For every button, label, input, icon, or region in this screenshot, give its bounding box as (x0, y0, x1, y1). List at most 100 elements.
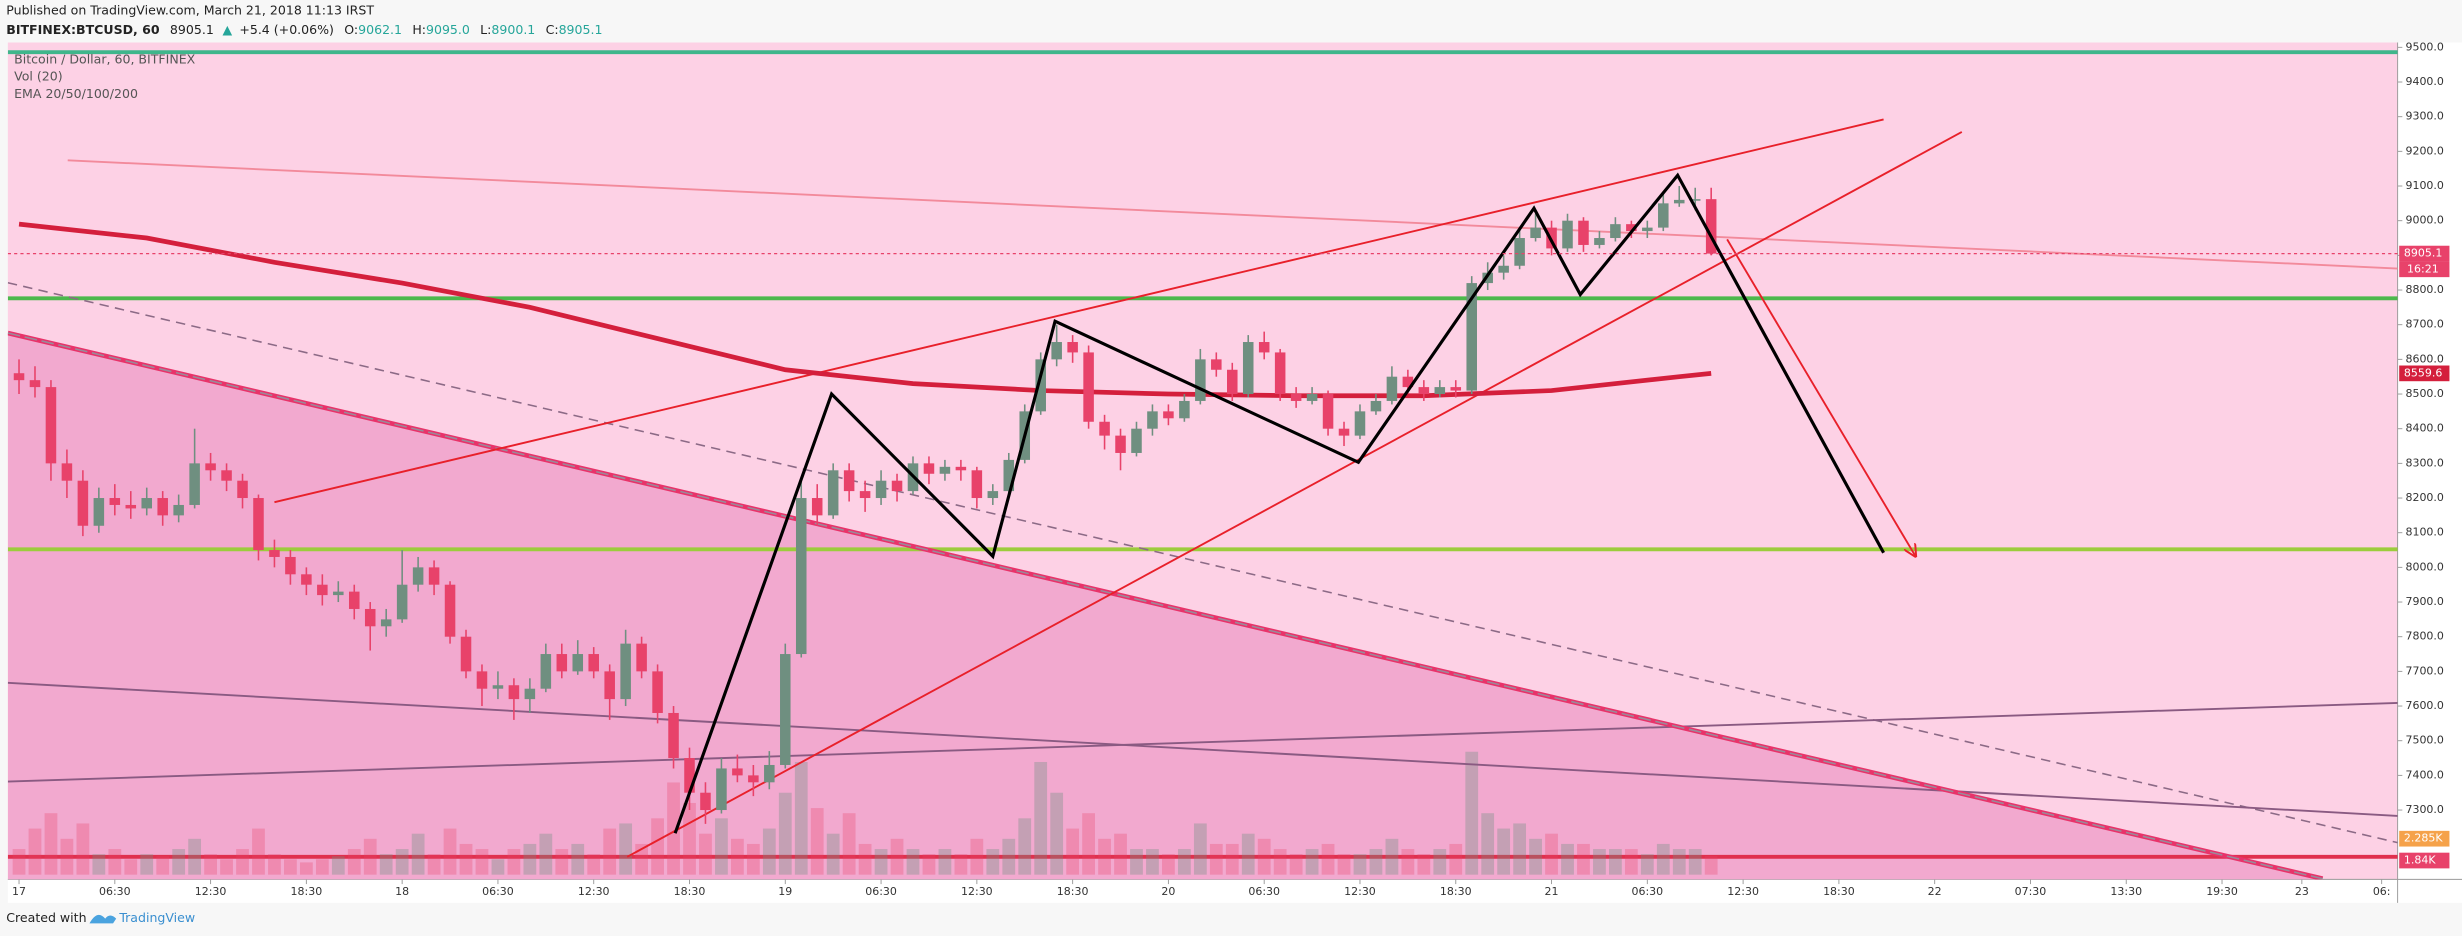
volume-bar (1146, 849, 1159, 875)
arrow-trend-line (1726, 238, 1915, 556)
volume-bar (299, 862, 313, 875)
y-tick-label: 7400.0 (2405, 768, 2443, 781)
y-tick-label: 8300.0 (2405, 456, 2443, 469)
candle-body (1498, 265, 1509, 273)
candle-body (45, 387, 57, 464)
y-tick-label: 7500.0 (2405, 734, 2443, 747)
candle-body (1195, 359, 1206, 401)
candle-body (843, 470, 855, 492)
candle-body (572, 654, 584, 672)
x-tick-label: 06:30 (1248, 885, 1280, 898)
tradingview-logo (89, 914, 117, 924)
published-text: Published on TradingView.com, March 21, … (6, 3, 374, 18)
candle-body (1386, 376, 1398, 401)
candle-body (1642, 227, 1653, 232)
legend-volume: Vol (20) (14, 69, 63, 84)
time-axis (7, 879, 2398, 903)
candle-body (1626, 224, 1637, 232)
y-tick-label: 8000.0 (2405, 560, 2443, 573)
zigzag-trend-line (673, 172, 1885, 834)
volume-bar (778, 792, 792, 875)
volume-bar (555, 849, 569, 875)
candle-body (987, 491, 999, 499)
candle-body (1562, 220, 1573, 249)
high-label: H: (412, 21, 426, 36)
volume-bar (1018, 818, 1032, 875)
candle-body (1322, 394, 1334, 429)
volume-bar (651, 818, 664, 875)
candle-body (859, 491, 871, 499)
symbol: BITFINEX:BTCUSD, 60 (6, 21, 160, 36)
candle-body (700, 792, 711, 811)
candle-body (1466, 283, 1477, 391)
volume-bar (1193, 823, 1207, 875)
volume-bar (1688, 849, 1702, 875)
y-tick-label: 7900.0 (2405, 595, 2443, 608)
candle-body (1115, 435, 1126, 453)
candle-body (364, 608, 376, 627)
candle-body (1051, 342, 1062, 360)
x-tick-label: 18:30 (291, 885, 323, 898)
candle-body (1418, 387, 1430, 395)
footer-brand[interactable]: TradingView (118, 910, 195, 925)
price-label: 8559.6 (2404, 366, 2442, 379)
candle-body (1179, 400, 1190, 419)
last-price: 8905.1 (170, 21, 214, 36)
symbol-line: BITFINEX:BTCUSD, 60 8905.1 ▲ +5.4 (+0.06… (6, 21, 602, 36)
volume-bar (1529, 838, 1542, 875)
candle-body (748, 775, 759, 783)
candle-body (1067, 342, 1078, 353)
volume-bar (683, 802, 696, 875)
x-tick-label: 17 (12, 885, 26, 898)
x-tick-label: 20 (1161, 885, 1175, 898)
y-tick-label: 9100.0 (2405, 179, 2443, 192)
candle-body (604, 671, 615, 700)
candle-body (109, 498, 121, 505)
candle-body (1003, 459, 1015, 492)
volume-bar (1177, 849, 1191, 875)
volume-bar (1545, 833, 1558, 875)
low-label: L: (480, 21, 491, 36)
candle-body (269, 550, 280, 557)
volume-bar (1066, 828, 1080, 875)
candle-body (221, 470, 232, 481)
candle-body (157, 498, 168, 516)
volume-bar (1433, 849, 1447, 875)
candle-body (620, 643, 631, 700)
volume-bar (44, 813, 58, 875)
candle-body (412, 567, 424, 585)
candle-body (61, 463, 73, 481)
volume-bar (1401, 849, 1415, 875)
y-tick-label: 8400.0 (2405, 422, 2443, 435)
y-tick-label: 8700.0 (2405, 318, 2443, 331)
y-tick-label: 7600.0 (2405, 699, 2443, 712)
x-tick-label: 12:30 (578, 885, 610, 898)
candle-body (29, 380, 41, 388)
change-arrow: ▲ (223, 21, 233, 36)
candle-body (1658, 203, 1669, 228)
x-tick-label: 18 (395, 885, 409, 898)
candle-body (141, 498, 153, 509)
candle-body (1147, 411, 1158, 429)
x-tick-label: 12:30 (1727, 885, 1759, 898)
volume-bar (443, 828, 457, 875)
x-tick-label: 18:30 (674, 885, 706, 898)
low-value: 8900.1 (491, 21, 535, 36)
volume-bar (826, 833, 840, 875)
volume-bar (236, 849, 249, 875)
candle-body (1083, 352, 1094, 422)
volume-bar (1513, 823, 1527, 875)
x-tick-label: 21 (1545, 885, 1559, 898)
volume-bar (890, 838, 904, 875)
candle-body (1402, 376, 1414, 388)
volume-bar (411, 833, 425, 875)
volume-bar (922, 854, 936, 875)
y-tick-label: 7700.0 (2405, 664, 2443, 677)
candle-body (189, 463, 200, 505)
candle-body (253, 498, 264, 551)
volume-bar (970, 838, 984, 875)
candle-body (1242, 342, 1254, 395)
volume-bar (1369, 849, 1383, 875)
candle-body (77, 480, 89, 526)
